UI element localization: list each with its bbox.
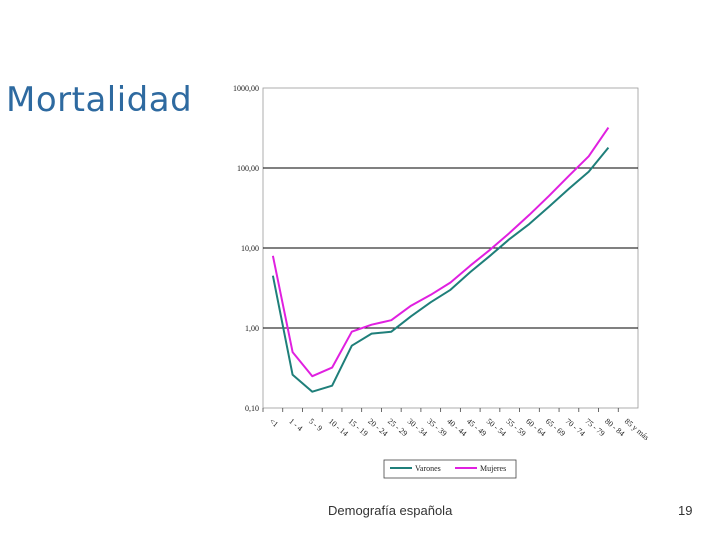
x-tick-label: 70 - 74 bbox=[564, 417, 587, 438]
slide-title: Mortalidad bbox=[6, 80, 193, 120]
x-tick-label: 40 - 44 bbox=[445, 417, 468, 438]
x-tick-label: 30 - 34 bbox=[406, 417, 429, 438]
x-tick-label: 1 - 4 bbox=[287, 417, 304, 433]
x-tick-label: <1 bbox=[268, 417, 280, 429]
x-tick-label: 75 - 79 bbox=[583, 417, 606, 438]
x-tick-label: 55 - 59 bbox=[504, 417, 527, 438]
x-tick-label: 65 - 69 bbox=[544, 417, 567, 438]
x-tick-label: 10 - 14 bbox=[327, 417, 350, 438]
x-tick-label: 45 - 49 bbox=[465, 417, 488, 438]
legend-label-varones: Varones bbox=[415, 464, 441, 473]
y-tick-label: 10,00 bbox=[241, 244, 259, 253]
y-tick-label: 100,00 bbox=[237, 164, 259, 173]
y-tick-label: 1,00 bbox=[245, 324, 259, 333]
x-tick-label: 60 - 64 bbox=[524, 417, 547, 438]
legend-label-mujeres: Mujeres bbox=[480, 464, 506, 473]
x-tick-label: 85 y más bbox=[623, 417, 651, 442]
series-line-mujeres bbox=[271, 127, 610, 378]
x-tick-label: 15 - 19 bbox=[347, 417, 370, 438]
y-tick-label: 0,10 bbox=[245, 404, 259, 413]
page-number: 19 bbox=[678, 503, 693, 518]
legend-box bbox=[383, 459, 517, 479]
x-tick-label: 20 - 24 bbox=[366, 417, 389, 438]
x-tick-label: 25 - 29 bbox=[386, 417, 409, 438]
footer-text: Demografía española bbox=[328, 503, 453, 518]
series-line-varones bbox=[271, 146, 610, 393]
x-tick-label: 5 - 9 bbox=[307, 417, 324, 433]
x-tick-label: 35 - 39 bbox=[425, 417, 448, 438]
y-tick-label: 1000,00 bbox=[233, 84, 259, 93]
x-tick-label: 50 - 54 bbox=[485, 417, 508, 438]
x-tick-label: 80 - 84 bbox=[603, 417, 626, 438]
legend: Varones Mujeres bbox=[383, 459, 517, 479]
